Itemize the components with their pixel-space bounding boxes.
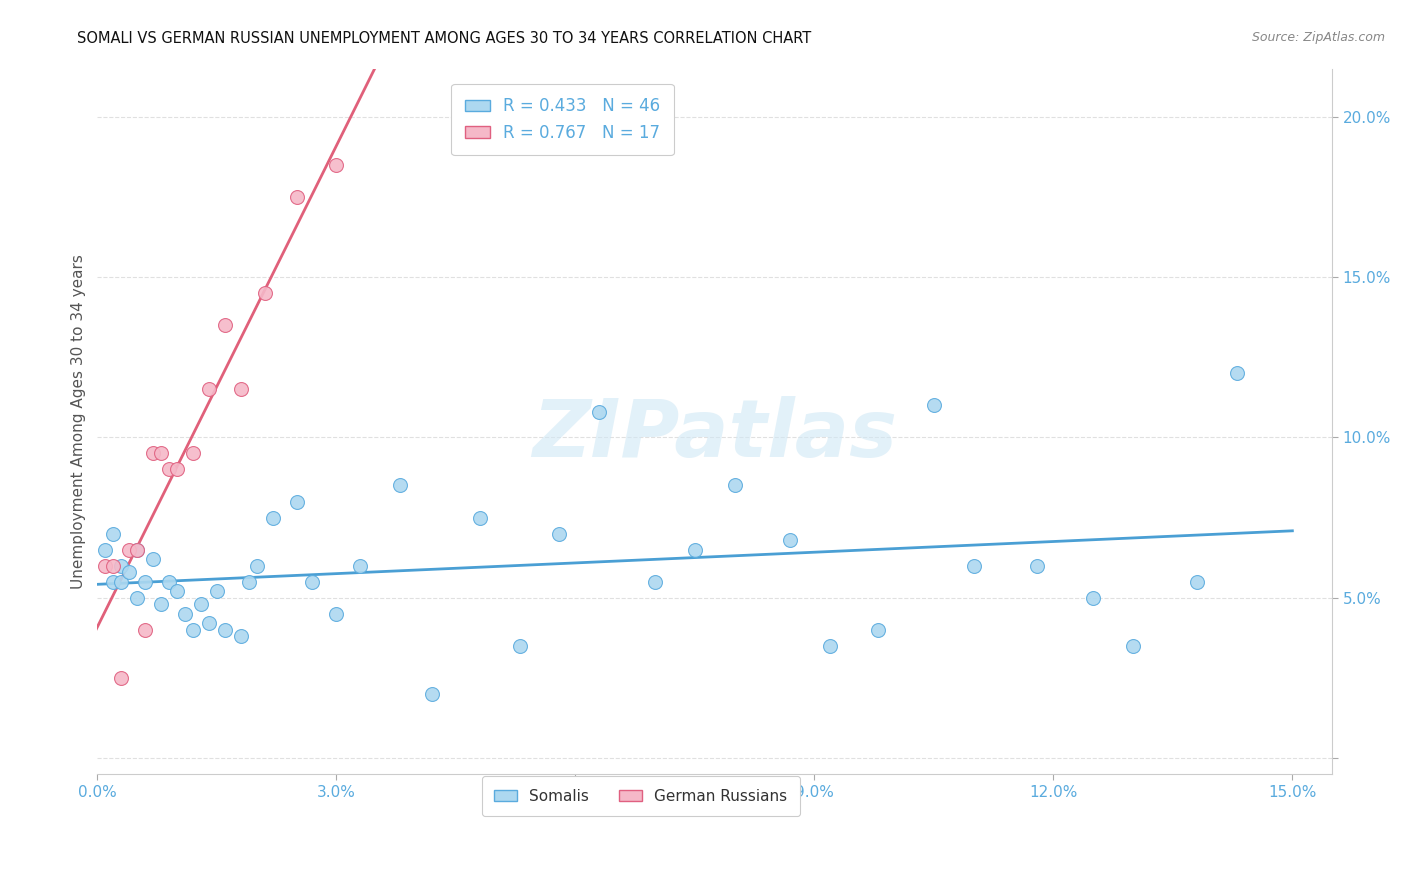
Point bbox=[238, 574, 260, 589]
Point bbox=[644, 574, 666, 589]
Point bbox=[724, 478, 747, 492]
Point bbox=[127, 542, 149, 557]
Point bbox=[820, 639, 842, 653]
Point bbox=[118, 565, 141, 579]
Point bbox=[246, 558, 269, 573]
Point bbox=[468, 510, 491, 524]
Point bbox=[253, 286, 276, 301]
Point bbox=[963, 558, 986, 573]
Point bbox=[110, 671, 132, 685]
Point bbox=[103, 558, 125, 573]
Point bbox=[134, 623, 156, 637]
Point bbox=[420, 687, 443, 701]
Point bbox=[301, 574, 323, 589]
Point bbox=[389, 478, 412, 492]
Point bbox=[779, 533, 801, 547]
Point bbox=[1026, 558, 1049, 573]
Point bbox=[683, 542, 706, 557]
Point bbox=[94, 558, 117, 573]
Point bbox=[150, 597, 173, 611]
Point bbox=[166, 462, 188, 476]
Point bbox=[110, 574, 132, 589]
Point bbox=[548, 526, 571, 541]
Legend: Somalis, German Russians: Somalis, German Russians bbox=[481, 776, 800, 816]
Point bbox=[157, 574, 180, 589]
Point bbox=[285, 190, 308, 204]
Point bbox=[588, 405, 610, 419]
Point bbox=[229, 629, 252, 643]
Point bbox=[157, 462, 180, 476]
Point bbox=[142, 552, 165, 566]
Point bbox=[127, 542, 149, 557]
Point bbox=[181, 446, 204, 460]
Point bbox=[94, 542, 117, 557]
Point bbox=[127, 591, 149, 605]
Point bbox=[198, 382, 221, 396]
Point bbox=[325, 607, 347, 621]
Point bbox=[181, 623, 204, 637]
Text: ZIPatlas: ZIPatlas bbox=[533, 396, 897, 475]
Point bbox=[103, 574, 125, 589]
Point bbox=[174, 607, 197, 621]
Point bbox=[1226, 366, 1249, 380]
Point bbox=[142, 446, 165, 460]
Point bbox=[868, 623, 890, 637]
Point bbox=[325, 158, 347, 172]
Point bbox=[922, 398, 945, 412]
Point bbox=[214, 318, 236, 332]
Point bbox=[118, 542, 141, 557]
Y-axis label: Unemployment Among Ages 30 to 34 years: Unemployment Among Ages 30 to 34 years bbox=[72, 254, 86, 589]
Point bbox=[134, 574, 156, 589]
Point bbox=[1122, 639, 1144, 653]
Point bbox=[190, 597, 212, 611]
Point bbox=[110, 558, 132, 573]
Point bbox=[1185, 574, 1208, 589]
Point bbox=[166, 584, 188, 599]
Point bbox=[229, 382, 252, 396]
Point bbox=[198, 616, 221, 631]
Point bbox=[103, 526, 125, 541]
Point bbox=[262, 510, 284, 524]
Point bbox=[349, 558, 371, 573]
Text: SOMALI VS GERMAN RUSSIAN UNEMPLOYMENT AMONG AGES 30 TO 34 YEARS CORRELATION CHAR: SOMALI VS GERMAN RUSSIAN UNEMPLOYMENT AM… bbox=[77, 31, 811, 46]
Point bbox=[509, 639, 531, 653]
Point bbox=[214, 623, 236, 637]
Text: Source: ZipAtlas.com: Source: ZipAtlas.com bbox=[1251, 31, 1385, 45]
Point bbox=[1083, 591, 1105, 605]
Point bbox=[150, 446, 173, 460]
Point bbox=[205, 584, 228, 599]
Point bbox=[285, 494, 308, 508]
